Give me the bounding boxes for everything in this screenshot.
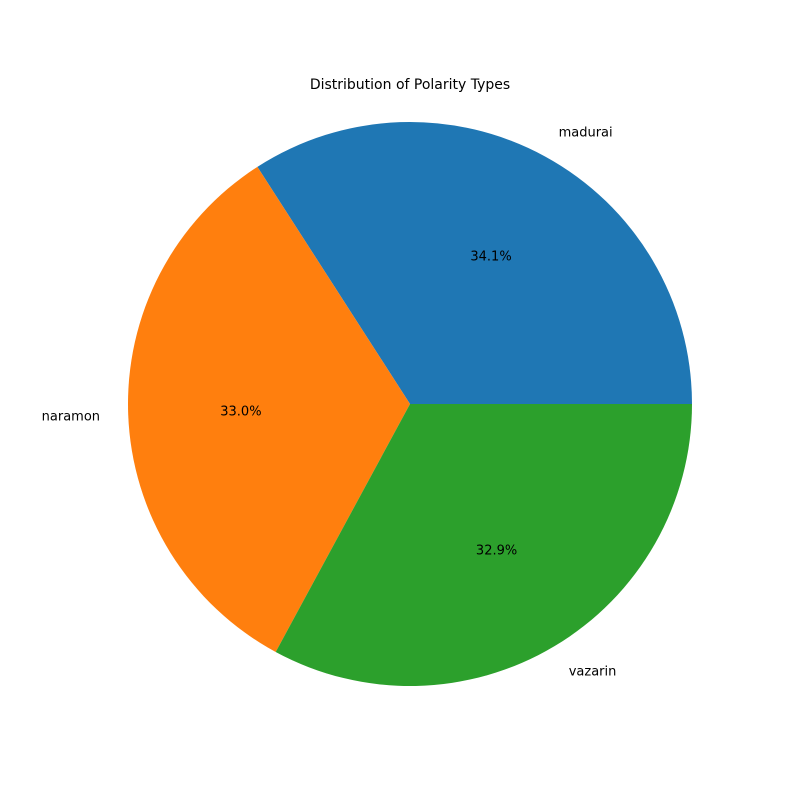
slice-label-vazarin: vazarin: [569, 665, 617, 680]
pie-slice-vazarin: [275, 404, 692, 686]
pie-slice-naramon: [127, 166, 411, 652]
slice-percent-naramon: 33.0%: [220, 404, 261, 419]
slice-percent-vazarin: 32.9%: [476, 543, 517, 558]
pie-slices: [127, 122, 692, 686]
chart-title: Distribution of Polarity Types: [310, 77, 510, 93]
slice-label-madurai: madurai: [559, 126, 613, 141]
pie-labels: madurai 34.1% naramon 33.0% vazarin 32.9%: [42, 126, 617, 680]
pie-slice-madurai: [257, 122, 692, 404]
slice-label-naramon: naramon: [42, 410, 100, 425]
slice-percent-madurai: 34.1%: [470, 249, 511, 264]
